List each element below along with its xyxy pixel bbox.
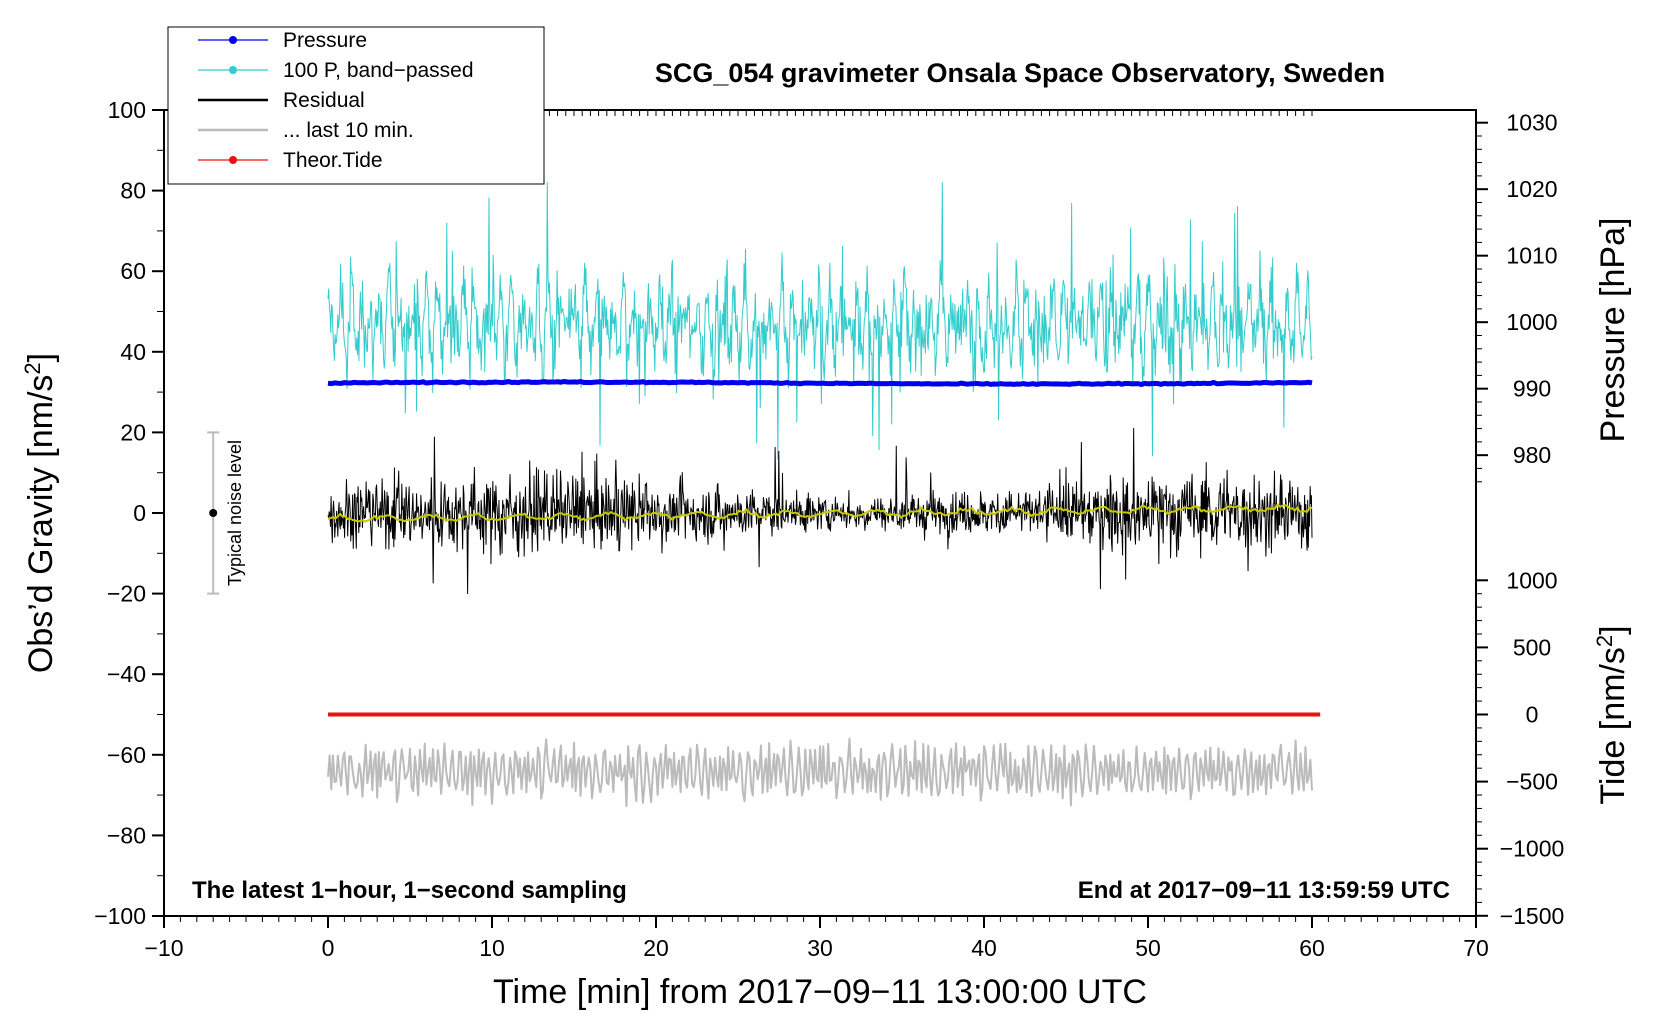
legend-label: Theor.Tide	[283, 149, 383, 172]
series-pressure	[327, 378, 1313, 387]
y-axis-title: Obs’d Gravity [nm/s2]	[20, 353, 60, 673]
pressure-tick-label: 1000	[1506, 309, 1557, 335]
x-tick-label: 40	[971, 935, 997, 961]
legend-label: Pressure	[283, 29, 367, 52]
annotation-sampling: The latest 1−hour, 1−second sampling	[192, 877, 627, 904]
y-tick-label: −100	[94, 903, 146, 929]
x-axis-title: Time [min] from 2017−09−11 13:00:00 UTC	[493, 973, 1147, 1011]
y-axis-gravity: −100 −80 −60 −40 −20 0 20 40 60 80 100	[94, 97, 164, 929]
pressure-tick-label: 980	[1513, 442, 1551, 468]
x-tick-label: 60	[1299, 935, 1325, 961]
series-band-passed-pressure	[327, 182, 1313, 460]
x-tick-label: 20	[643, 935, 669, 961]
series-residual	[327, 427, 1313, 595]
tide-tick-label: 500	[1513, 634, 1551, 660]
tide-tick-label: 0	[1526, 702, 1539, 728]
y-tick-label: −60	[107, 742, 146, 768]
tide-tick-label: 1000	[1506, 567, 1557, 593]
legend-label: ... last 10 min.	[283, 119, 414, 142]
tide-axis-title: Tide [nm/s2]	[1592, 625, 1632, 804]
x-tick-label: 10	[479, 935, 505, 961]
pressure-tick-label: 1010	[1506, 243, 1557, 269]
y-axis-pressure: 980 990 1000 1010 1020 1030	[1476, 110, 1558, 483]
chart-title: SCG_054 gravimeter Onsala Space Observat…	[655, 58, 1385, 88]
x-tick-label: 30	[807, 935, 833, 961]
tide-axis-title-main: Tide [nm/s	[1594, 647, 1632, 804]
y-tick-label: −80	[107, 822, 146, 848]
legend-label: Residual	[283, 89, 365, 112]
x-tick-label: 0	[322, 935, 335, 961]
tide-axis-title-sup: 2	[1592, 635, 1617, 647]
legend-marker	[229, 156, 237, 164]
y-axis-title-close: ]	[22, 353, 60, 362]
y-axis-tide: −1500 −1000 −500 0 500 1000	[1476, 567, 1565, 929]
legend-marker	[229, 66, 237, 74]
y-tick-label: 0	[133, 500, 146, 526]
annotation-end-time: End at 2017−09−11 13:59:59 UTC	[1078, 877, 1450, 904]
pressure-axis-title: Pressure [hPa]	[1594, 218, 1632, 443]
y-tick-label: 80	[120, 178, 146, 204]
tide-axis-title-close: ]	[1594, 625, 1632, 634]
data-layer	[327, 182, 1321, 808]
x-tick-label: −10	[144, 935, 183, 961]
tide-tick-label: −1000	[1500, 836, 1565, 862]
x-tick-label: 70	[1463, 935, 1489, 961]
pressure-tick-label: 1030	[1506, 110, 1557, 136]
y-tick-label: 20	[120, 419, 146, 445]
noise-level-bar: Typical noise level	[207, 431, 245, 595]
y-tick-label: 100	[108, 97, 146, 123]
series-last-10-min	[327, 737, 1313, 808]
noise-bar-dot	[209, 509, 218, 517]
y-axis-title-sup: 2	[20, 362, 45, 374]
tide-tick-label: −500	[1506, 769, 1558, 795]
y-tick-label: 60	[120, 258, 146, 284]
legend: Pressure 100 P, band−passed Residual ... la…	[167, 26, 545, 185]
y-tick-label: −20	[107, 581, 146, 607]
series-smoothed-residual	[327, 503, 1313, 523]
pressure-tick-label: 1020	[1506, 176, 1557, 202]
noise-bar-label: Typical noise level	[225, 440, 245, 586]
x-tick-label: 50	[1135, 935, 1161, 961]
y-axis-title-main: Obs’d Gravity [nm/s	[22, 375, 60, 674]
pressure-tick-label: 990	[1513, 376, 1551, 402]
legend-marker	[229, 36, 237, 44]
tide-tick-label: −1500	[1500, 903, 1565, 929]
y-tick-label: −40	[107, 661, 146, 687]
legend-label: 100 P, band−passed	[283, 59, 474, 82]
y-tick-label: 40	[120, 339, 146, 365]
